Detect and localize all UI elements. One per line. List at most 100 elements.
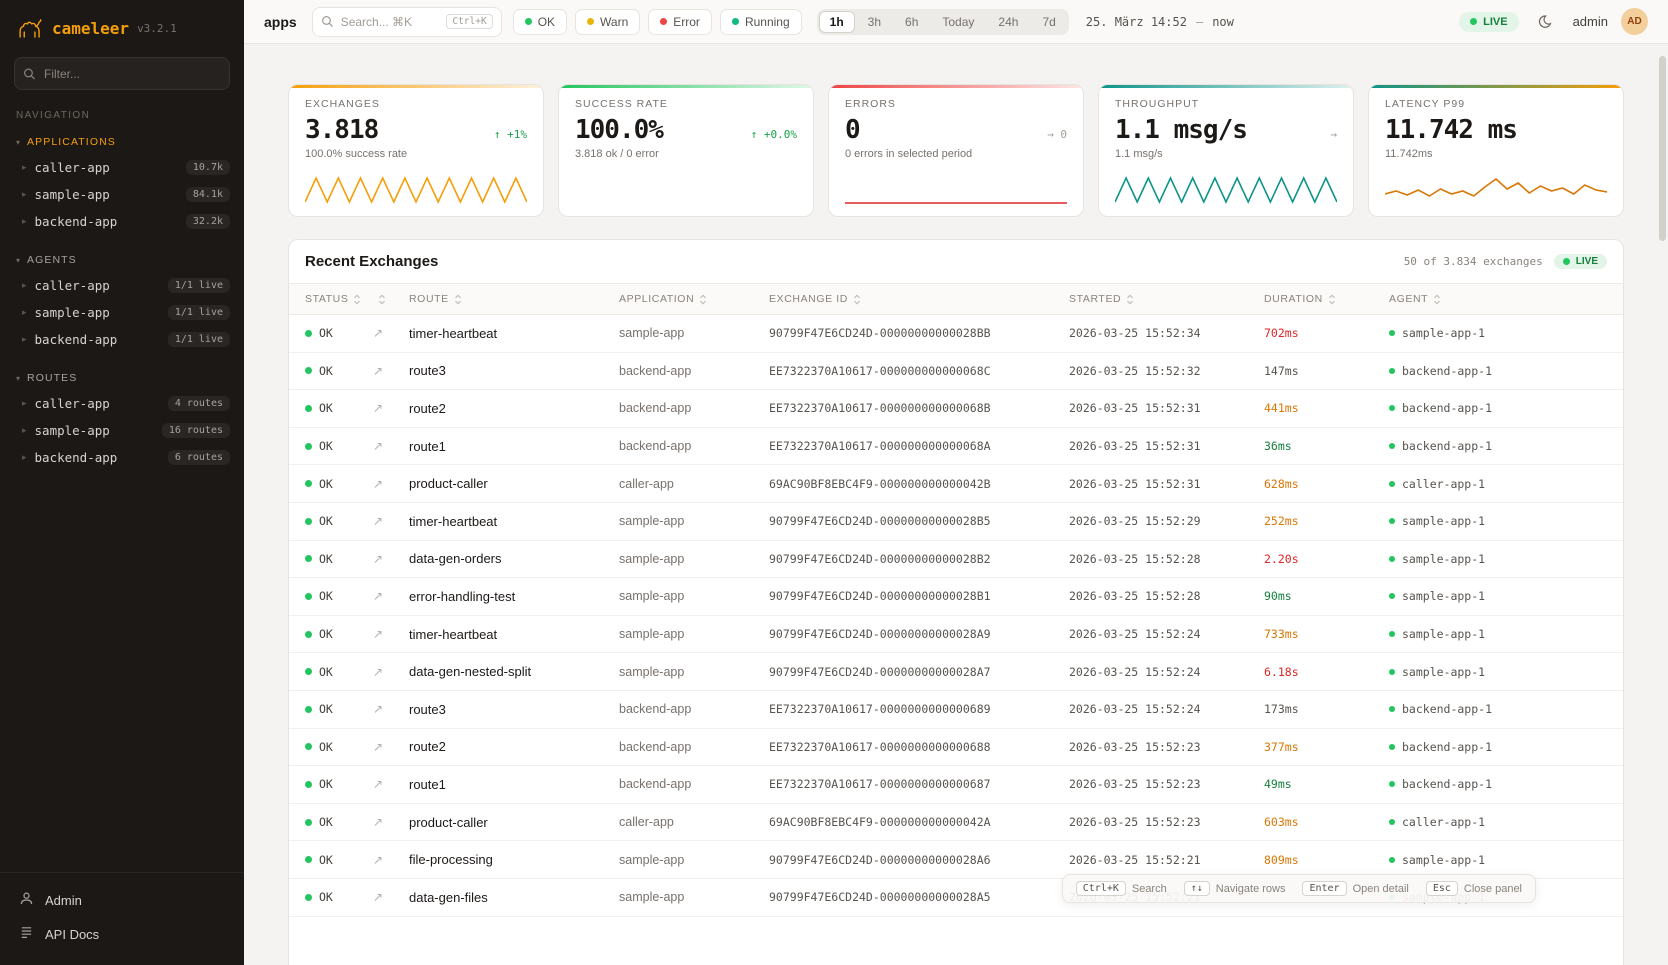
table-row[interactable]: OK ↗ route2 backend-app EE7322370A10617-… xyxy=(289,729,1623,767)
column-header[interactable]: AGENT xyxy=(1389,284,1623,314)
time-range-label: 25. März 14:52 — now xyxy=(1086,15,1234,29)
sidebar-filter-input[interactable] xyxy=(14,57,230,90)
started-timestamp: 2026-03-25 15:52:32 xyxy=(1069,363,1201,378)
table-row[interactable]: OK ↗ timer-heartbeat sample-app 90799F47… xyxy=(289,616,1623,654)
sidebar-footer-item[interactable]: Admin xyxy=(0,883,244,917)
sidebar-item[interactable]: ▸ caller-app 10.7k xyxy=(0,154,244,181)
stat-subtext: 11.742ms xyxy=(1385,148,1433,160)
sidebar-item[interactable]: ▸ sample-app 16 routes xyxy=(0,417,244,444)
open-detail-icon[interactable]: ↗ xyxy=(373,326,384,341)
table-row[interactable]: OK ↗ error-handling-test sample-app 9079… xyxy=(289,578,1623,616)
open-detail-icon[interactable]: ↗ xyxy=(373,551,384,566)
route-name: route2 xyxy=(409,400,446,416)
time-range-button[interactable]: 7d xyxy=(1031,11,1066,33)
open-detail-icon[interactable]: ↗ xyxy=(373,664,384,679)
open-detail-icon[interactable]: ↗ xyxy=(373,363,384,378)
stat-label: SUCCESS RATE xyxy=(575,98,668,110)
table-row[interactable]: OK ↗ route1 backend-app EE7322370A10617-… xyxy=(289,428,1623,466)
sidebar-section-header[interactable]: ▾ AGENTS xyxy=(0,251,244,272)
table-row[interactable]: OK ↗ route3 backend-app EE7322370A10617-… xyxy=(289,353,1623,391)
sidebar-item[interactable]: ▸ backend-app 1/1 live xyxy=(0,326,244,353)
table-row[interactable]: OK ↗ file-processing sample-app 90799F47… xyxy=(289,841,1623,879)
time-range-button[interactable]: 24h xyxy=(987,11,1029,33)
open-detail-icon[interactable]: ↗ xyxy=(373,439,384,454)
table-row[interactable]: OK ↗ route3 backend-app EE7322370A10617-… xyxy=(289,691,1623,729)
sidebar-item[interactable]: ▸ caller-app 4 routes xyxy=(0,390,244,417)
duration-value: 809ms xyxy=(1264,852,1299,867)
status-filter-chips: OK Warn Error Running xyxy=(512,8,802,35)
column-header[interactable]: DURATION xyxy=(1264,284,1389,314)
column-header[interactable] xyxy=(373,285,409,314)
status-filter-chip[interactable]: Warn xyxy=(575,8,641,35)
agent-status-dot xyxy=(1389,743,1395,750)
duration-value: 377ms xyxy=(1264,739,1299,754)
status-filter-chip[interactable]: Running xyxy=(719,8,802,35)
column-header[interactable]: STATUS xyxy=(289,284,373,314)
keyboard-hint: ↑↓ Navigate rows xyxy=(1183,881,1285,896)
status-filter-chip[interactable]: Error xyxy=(648,8,712,35)
column-header[interactable]: STARTED xyxy=(1069,284,1264,314)
open-detail-icon[interactable]: ↗ xyxy=(373,702,384,717)
time-range-button[interactable]: 6h xyxy=(894,11,929,33)
time-range-button[interactable]: Today xyxy=(931,11,985,33)
time-range-button[interactable]: 3h xyxy=(857,11,892,33)
table-row[interactable]: OK ↗ route2 backend-app EE7322370A10617-… xyxy=(289,390,1623,428)
table-row[interactable]: OK ↗ timer-heartbeat sample-app 90799F47… xyxy=(289,503,1623,541)
sidebar-item[interactable]: ▸ caller-app 1/1 live xyxy=(0,272,244,299)
agent-status-dot xyxy=(1389,856,1395,863)
open-detail-icon[interactable]: ↗ xyxy=(373,815,384,830)
sidebar-item[interactable]: ▸ sample-app 84.1k xyxy=(0,181,244,208)
open-detail-icon[interactable]: ↗ xyxy=(373,627,384,642)
open-detail-icon[interactable]: ↗ xyxy=(373,401,384,416)
table-row[interactable]: OK ↗ product-caller caller-app 69AC90BF8… xyxy=(289,804,1623,842)
open-detail-icon[interactable]: ↗ xyxy=(373,514,384,529)
duration-value: 733ms xyxy=(1264,627,1299,642)
table-row[interactable]: OK ↗ route1 backend-app EE7322370A10617-… xyxy=(289,766,1623,804)
duration-value: 36ms xyxy=(1264,439,1292,454)
sidebar-footer-item[interactable]: API Docs xyxy=(0,917,244,951)
table-row[interactable]: OK ↗ product-caller caller-app 69AC90BF8… xyxy=(289,465,1623,503)
stat-card: SUCCESS RATE 100.0% ↑ +0.0% 3.818 ok / 0… xyxy=(558,84,814,217)
live-badge[interactable]: LIVE xyxy=(1459,11,1519,32)
table-row[interactable]: OK ↗ data-gen-nested-split sample-app 90… xyxy=(289,653,1623,691)
stat-value: 1.1 msg/s xyxy=(1115,115,1248,145)
agent-name: backend-app-1 xyxy=(1402,439,1493,454)
duration-value: 603ms xyxy=(1264,815,1299,830)
avatar[interactable]: AD xyxy=(1621,8,1648,35)
time-range-button[interactable]: 1h xyxy=(818,10,855,33)
card-accent-bar xyxy=(829,85,1083,88)
camel-logo-icon xyxy=(19,19,42,38)
status-filter-chip[interactable]: OK xyxy=(512,8,568,35)
global-search[interactable]: Ctrl+K xyxy=(311,6,502,37)
column-header[interactable]: EXCHANGE ID xyxy=(769,284,1069,314)
sort-icon xyxy=(454,293,461,305)
sort-icon xyxy=(1328,293,1335,305)
hint-kbd: Enter xyxy=(1302,881,1347,896)
sidebar-item[interactable]: ▸ backend-app 6 routes xyxy=(0,444,244,471)
open-detail-icon[interactable]: ↗ xyxy=(373,890,384,905)
sparkline-chart xyxy=(305,172,527,208)
column-header[interactable]: APPLICATION xyxy=(619,284,769,314)
table-row[interactable]: OK ↗ data-gen-orders sample-app 90799F47… xyxy=(289,541,1623,579)
sidebar-item[interactable]: ▸ backend-app 32.2k xyxy=(0,208,244,235)
theme-toggle-button[interactable] xyxy=(1532,8,1560,36)
open-detail-icon[interactable]: ↗ xyxy=(373,739,384,754)
hint-kbd: ↑↓ xyxy=(1183,881,1210,896)
sidebar-section-header[interactable]: ▾ APPLICATIONS xyxy=(0,133,244,154)
sidebar-item[interactable]: ▸ sample-app 1/1 live xyxy=(0,299,244,326)
chevron-right-icon: ▸ xyxy=(22,216,27,226)
table-row[interactable]: OK ↗ timer-heartbeat sample-app 90799F47… xyxy=(289,315,1623,353)
search-input[interactable] xyxy=(340,14,440,29)
sidebar-section-header[interactable]: ▾ ROUTES xyxy=(0,369,244,390)
column-header[interactable]: ROUTE xyxy=(409,284,619,314)
stat-label: LATENCY P99 xyxy=(1385,98,1466,110)
scrollbar[interactable] xyxy=(1659,56,1666,241)
topbar: apps Ctrl+K OK Warn Error Running 1h3h6h… xyxy=(244,0,1668,44)
open-detail-icon[interactable]: ↗ xyxy=(373,777,384,792)
open-detail-icon[interactable]: ↗ xyxy=(373,589,384,604)
agent-status-dot xyxy=(1389,668,1395,675)
sidebar-section-label: ROUTES xyxy=(27,372,78,384)
open-detail-icon[interactable]: ↗ xyxy=(373,852,384,867)
open-detail-icon[interactable]: ↗ xyxy=(373,476,384,491)
stat-card: LATENCY P99 11.742 ms 11.742ms xyxy=(1368,84,1624,217)
